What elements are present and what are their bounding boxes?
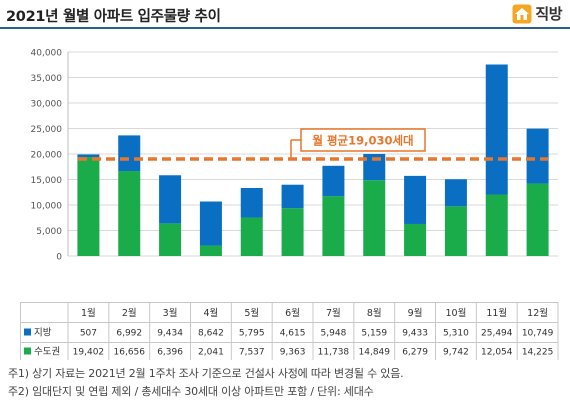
data-label: 7,537 xyxy=(239,348,265,358)
footnote-2: 주2) 임대단지 및 연립 제외 / 총세대수 30세대 이상 아파트만 포함 … xyxy=(8,385,374,398)
house-icon xyxy=(512,4,532,23)
bar-capital-area xyxy=(240,217,263,256)
data-label: 5,795 xyxy=(239,329,265,339)
data-label: 6,279 xyxy=(402,348,428,358)
bar-capital-area xyxy=(77,157,100,256)
footnote-1: 주1) 상기 자료는 2021년 2월 1주차 조사 기준으로 건설사 사정에 … xyxy=(8,367,404,380)
x-tick-label: 7월 xyxy=(326,307,341,319)
bar-regional xyxy=(281,184,304,209)
data-label: 9,742 xyxy=(443,348,469,358)
bar-capital-area xyxy=(281,208,304,256)
data-label: 6,396 xyxy=(157,348,183,358)
data-label: 507 xyxy=(80,329,97,339)
brand-logo: 직방 xyxy=(512,3,562,24)
bar-capital-area xyxy=(118,171,141,256)
chart-title: 2021년 월별 아파트 입주물량 추이 xyxy=(6,9,221,25)
y-tick-label: 0 xyxy=(56,253,62,263)
y-tick-label: 10,000 xyxy=(31,202,63,212)
x-tick-label: 3월 xyxy=(163,307,178,319)
bar-capital-area xyxy=(363,180,386,256)
bar-capital-area xyxy=(322,196,345,256)
data-label: 5,159 xyxy=(361,329,387,339)
y-tick-label: 35,000 xyxy=(31,74,63,84)
bar-capital-area xyxy=(444,206,467,256)
data-label: 25,494 xyxy=(481,329,513,339)
data-label: 12,054 xyxy=(481,348,513,358)
data-label: 19,402 xyxy=(73,348,105,358)
bar-regional xyxy=(77,154,100,158)
data-label: 16,656 xyxy=(114,348,146,358)
legend-label-capital-area: 수도권 xyxy=(34,346,60,358)
data-label: 9,434 xyxy=(157,329,183,339)
data-label: 14,225 xyxy=(522,348,554,358)
x-tick-label: 12월 xyxy=(527,307,548,319)
bar-regional xyxy=(240,188,263,218)
y-tick-label: 40,000 xyxy=(31,49,63,59)
data-label: 10,749 xyxy=(522,329,554,339)
data-label: 9,363 xyxy=(280,348,306,358)
y-tick-label: 25,000 xyxy=(31,125,63,135)
x-tick-label: 10월 xyxy=(445,307,466,319)
bar-capital-area xyxy=(404,223,427,256)
y-tick-label: 30,000 xyxy=(31,100,63,110)
bar-regional xyxy=(199,201,222,246)
x-tick-label: 8월 xyxy=(367,307,382,319)
average-label: 월 평균19,030세대 xyxy=(312,134,413,148)
y-tick-label: 20,000 xyxy=(31,151,63,161)
stacked-bar-chart: 0 5,000 10,000 15,000 20,000 25,000 30,000 35,0… xyxy=(31,49,558,263)
data-label: 4,615 xyxy=(280,329,306,339)
bar-capital-area xyxy=(485,194,508,256)
bar-regional xyxy=(159,175,182,224)
title-divider xyxy=(0,27,570,29)
average-callout-box xyxy=(300,128,426,152)
data-label: 11,738 xyxy=(318,348,350,358)
data-label: 9,433 xyxy=(402,329,428,339)
data-label: 2,041 xyxy=(198,348,224,358)
x-tick-label: 2월 xyxy=(122,307,137,319)
y-tick-label: 5,000 xyxy=(36,227,62,237)
bar-capital-area xyxy=(199,245,222,256)
data-label: 5,310 xyxy=(443,329,469,339)
bar-regional xyxy=(118,135,141,172)
data-label: 6,992 xyxy=(116,329,142,339)
data-label: 14,849 xyxy=(359,348,391,358)
x-tick-label: 9월 xyxy=(408,307,423,319)
x-tick-label: 11월 xyxy=(486,307,507,319)
bar-capital-area xyxy=(526,183,549,256)
legend-swatch-regional xyxy=(24,328,31,336)
x-tick-label: 5월 xyxy=(244,307,259,319)
bar-regional xyxy=(322,165,345,197)
data-label: 8,642 xyxy=(198,329,224,339)
bar-capital-area xyxy=(159,223,182,256)
data-label: 5,948 xyxy=(321,329,347,339)
logo-text: 직방 xyxy=(535,5,562,23)
bar-regional xyxy=(404,175,427,224)
legend-swatch-capital-area xyxy=(24,347,31,355)
bar-regional xyxy=(526,128,549,184)
legend-label-regional: 지방 xyxy=(34,328,52,339)
x-tick-label: 1월 xyxy=(81,307,96,319)
x-tick-label: 6월 xyxy=(285,307,300,319)
bar-regional xyxy=(485,64,508,195)
y-tick-label: 15,000 xyxy=(31,176,63,186)
bar-regional xyxy=(444,179,467,207)
x-tick-label: 4월 xyxy=(204,307,219,319)
